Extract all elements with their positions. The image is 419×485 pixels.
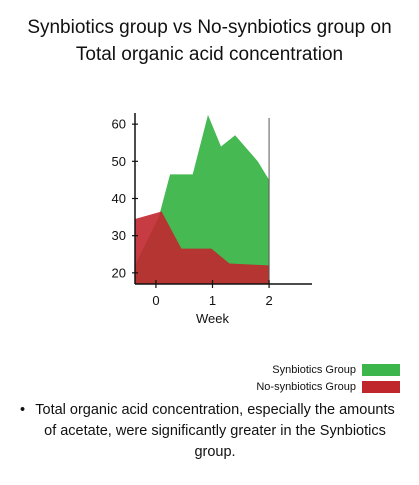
chart-title: Synbiotics group vs No-synbiotics group … bbox=[0, 14, 419, 68]
x-axis-label: Week bbox=[196, 311, 229, 326]
x-tick-label-0: 0 bbox=[152, 293, 159, 308]
legend-label-no-synbiotics: No-synbiotics Group bbox=[256, 381, 356, 393]
chart-title-line-1: Synbiotics group vs No-synbiotics group … bbox=[27, 17, 392, 38]
summary-text: Total organic acid concentration, especi… bbox=[35, 402, 395, 460]
bullet-icon: • bbox=[20, 402, 26, 418]
y-tick-label-40: 40 bbox=[112, 191, 126, 206]
legend-item-no-synbiotics: No-synbiotics Group bbox=[200, 379, 400, 395]
legend-swatch-synbiotics bbox=[362, 364, 400, 376]
y-tick-label-20: 20 bbox=[112, 265, 126, 280]
x-tick-label-1: 1 bbox=[209, 293, 216, 308]
chart-title-line-2: Total organic acid concentration bbox=[75, 44, 344, 65]
x-tick-label-2: 2 bbox=[265, 293, 272, 308]
legend-label-synbiotics: Synbiotics Group bbox=[272, 364, 356, 376]
y-tick-label-60: 60 bbox=[112, 117, 126, 132]
y-tick-label-50: 50 bbox=[112, 154, 126, 169]
legend-swatch-no-synbiotics bbox=[362, 381, 400, 393]
area-series-no-synbiotics-group bbox=[135, 211, 270, 284]
chart-legend: Synbiotics Group No-synbiotics Group bbox=[200, 362, 400, 396]
summary-note: • Total organic acid concentration, espe… bbox=[20, 400, 398, 463]
legend-item-synbiotics: Synbiotics Group bbox=[200, 362, 400, 378]
y-tick-label-30: 30 bbox=[112, 228, 126, 243]
area-chart: 20 30 40 50 60 0 1 2 Week bbox=[112, 113, 312, 326]
